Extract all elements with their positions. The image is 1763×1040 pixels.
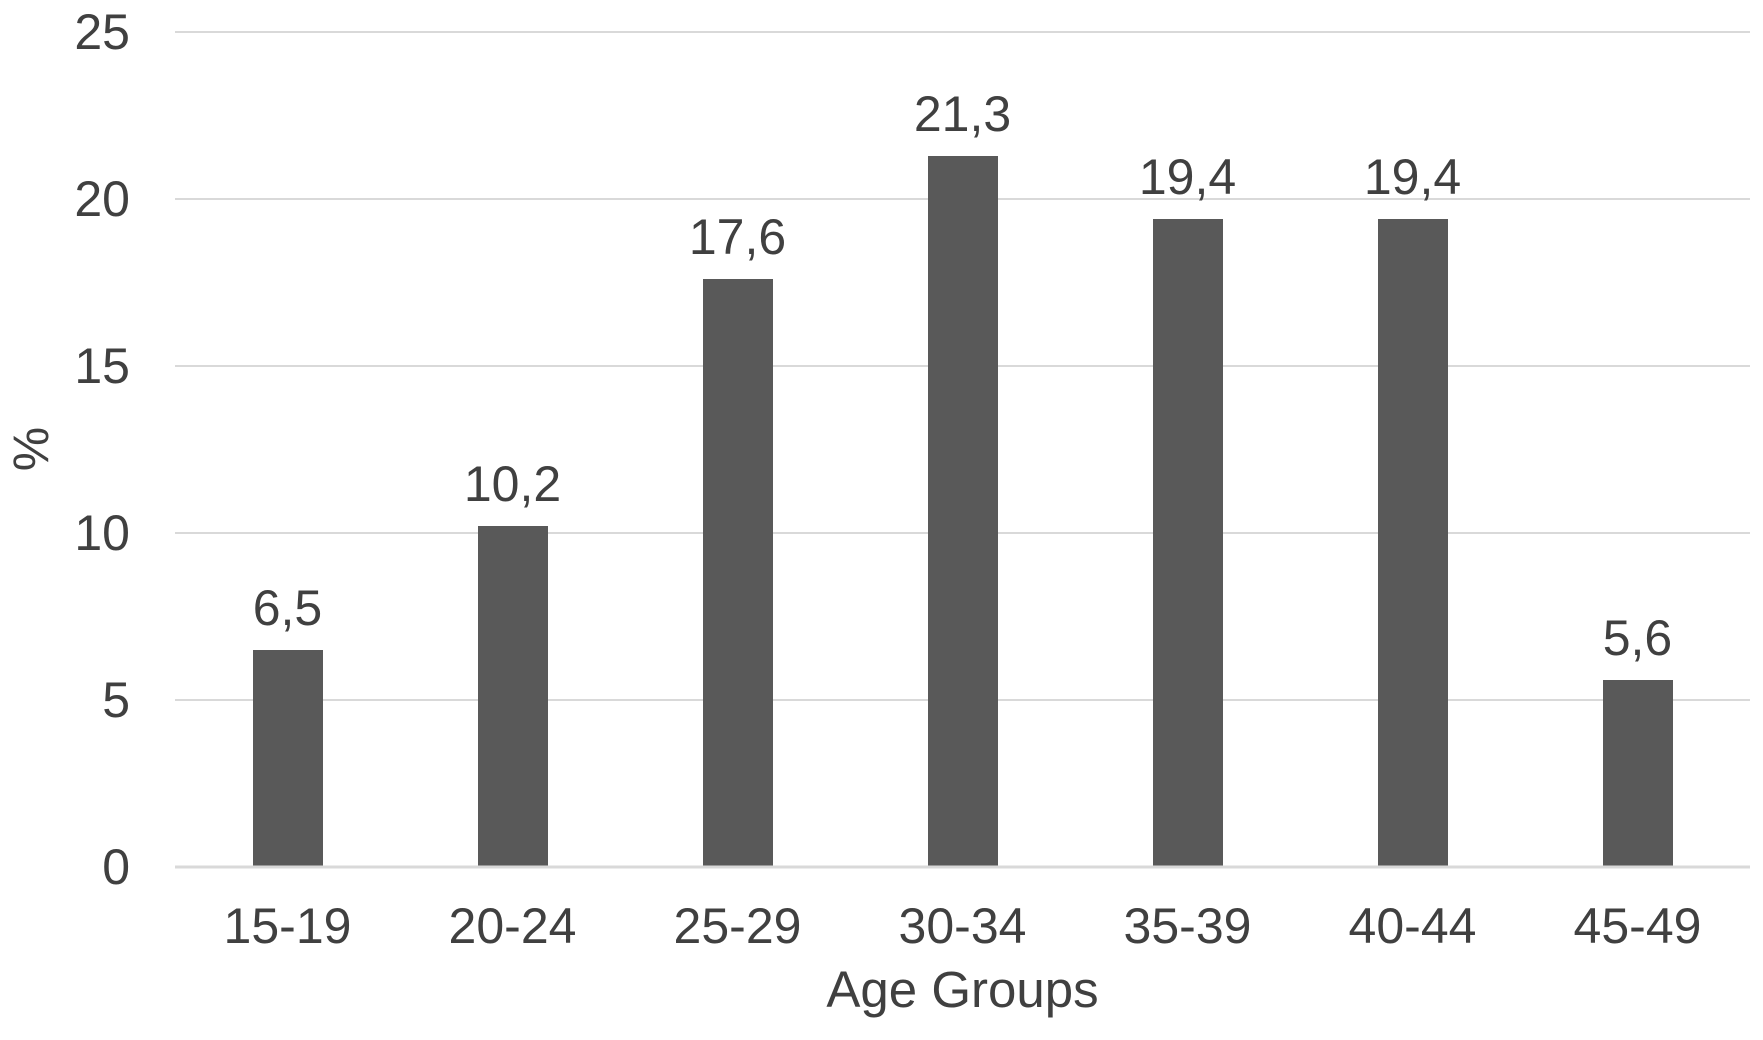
data-label-15-19: 6,5: [252, 579, 323, 636]
x-tick-label-35-39: 35-39: [1123, 898, 1252, 954]
x-tick-label-15-19: 15-19: [223, 898, 352, 954]
bar-20-24: [477, 526, 548, 867]
plot-area: 6,5 10,2 17,6 21,3 19,4 19,4 5,6: [175, 31, 1750, 869]
y-tick-label: 25: [74, 4, 130, 60]
data-label-20-24: 10,2: [463, 456, 562, 513]
x-axis-line: [175, 865, 1750, 869]
bar-40-44: [1377, 219, 1448, 867]
x-axis-tick-labels: 15-19 20-24 25-29 30-34 35-39 40-44 45-49: [175, 898, 1750, 960]
data-label-35-39: 19,4: [1138, 149, 1237, 206]
x-tick-label-45-49: 45-49: [1573, 898, 1702, 954]
bar-35-39: [1152, 219, 1223, 867]
x-tick-label-30-34: 30-34: [898, 898, 1027, 954]
x-tick-label-40-44: 40-44: [1348, 898, 1477, 954]
data-label-25-29: 17,6: [688, 209, 787, 266]
gridline: [175, 31, 1750, 33]
y-tick-label: 10: [74, 505, 130, 561]
data-label-45-49: 5,6: [1602, 609, 1673, 666]
y-tick-label: 0: [102, 839, 130, 895]
bar-30-34: [927, 155, 998, 867]
data-label-40-44: 19,4: [1363, 149, 1462, 206]
bar-45-49: [1602, 679, 1673, 867]
y-tick-label: 15: [74, 338, 130, 394]
x-tick-label-20-24: 20-24: [448, 898, 577, 954]
bar-15-19: [252, 649, 323, 867]
bar-25-29: [702, 279, 773, 867]
y-axis-tick-labels: 0 5 10 15 20 25: [0, 7, 130, 892]
x-axis-title: Age Groups: [826, 961, 1099, 1018]
data-label-30-34: 21,3: [913, 85, 1012, 142]
x-tick-label-25-29: 25-29: [673, 898, 802, 954]
y-tick-label: 20: [74, 171, 130, 227]
y-tick-label: 5: [102, 672, 130, 728]
